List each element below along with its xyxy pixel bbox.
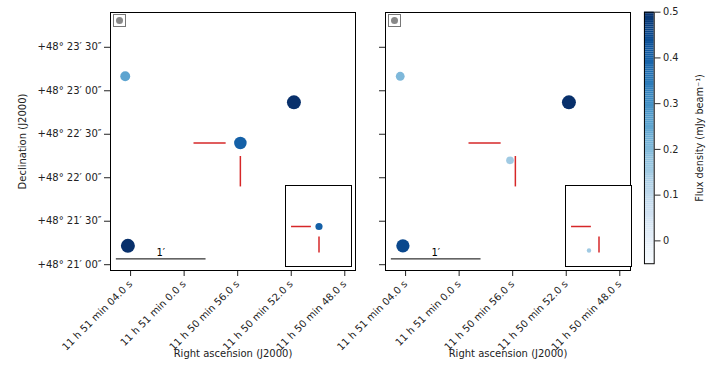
- svg-text:11 h 50 min 56.0 s: 11 h 50 min 56.0 s: [167, 278, 242, 353]
- svg-text:11 h 50 min 48.0 s: 11 h 50 min 48.0 s: [274, 278, 349, 353]
- svg-text:11 h 51 min 0.0 s: 11 h 51 min 0.0 s: [118, 278, 188, 348]
- svg-text:11 h 51 min 0.0 s: 11 h 51 min 0.0 s: [393, 278, 463, 348]
- svg-text:+48° 21′ 00″: +48° 21′ 00″: [38, 259, 102, 270]
- svg-text:11 h 51 min 04.0 s: 11 h 51 min 04.0 s: [60, 278, 135, 353]
- svg-text:Flux density (mJy beam⁻¹): Flux density (mJy beam⁻¹): [694, 74, 705, 202]
- svg-text:11 h 51 min 04.0 s: 11 h 51 min 04.0 s: [335, 278, 410, 353]
- svg-text:+48° 22′ 30″: +48° 22′ 30″: [38, 128, 102, 139]
- svg-text:1′: 1′: [156, 247, 165, 258]
- svg-text:11 h 50 min 52.0 s: 11 h 50 min 52.0 s: [220, 278, 295, 353]
- svg-text:+48° 23′ 30″: +48° 23′ 30″: [38, 41, 102, 52]
- svg-text:11 h 50 min 56.0 s: 11 h 50 min 56.0 s: [442, 278, 517, 353]
- svg-text:11 h 50 min 52.0 s: 11 h 50 min 52.0 s: [495, 278, 570, 353]
- svg-text:Right ascension (J2000): Right ascension (J2000): [174, 348, 293, 359]
- svg-text:1′: 1′: [431, 247, 440, 258]
- svg-text:11 h 50 min 48.0 s: 11 h 50 min 48.0 s: [549, 278, 623, 352]
- svg-text:0.1: 0.1: [663, 189, 678, 200]
- svg-text:+48° 21′ 30″: +48° 21′ 30″: [38, 215, 102, 226]
- svg-text:0: 0: [663, 235, 669, 246]
- svg-text:0.3: 0.3: [663, 98, 678, 109]
- svg-text:0.2: 0.2: [663, 144, 678, 155]
- svg-text:0.5: 0.5: [663, 6, 678, 17]
- svg-text:+48° 23′ 00″: +48° 23′ 00″: [38, 85, 102, 96]
- svg-text:Right ascension (J2000): Right ascension (J2000): [449, 348, 568, 359]
- svg-text:+48° 22′ 00″: +48° 22′ 00″: [38, 172, 102, 183]
- svg-text:0.4: 0.4: [663, 52, 678, 63]
- svg-text:Declination (J2000): Declination (J2000): [17, 93, 28, 189]
